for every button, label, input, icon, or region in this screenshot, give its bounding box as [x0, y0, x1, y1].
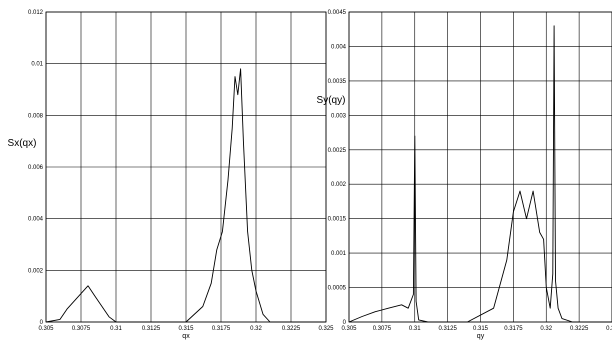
- x-axis-label: qy: [477, 333, 485, 340]
- x-tick-label: 0.3125: [438, 326, 457, 332]
- y-tick-label: 0.0005: [328, 286, 347, 292]
- plot-frame: [348, 11, 612, 323]
- y-tick-label: 0.002: [28, 268, 44, 274]
- x-tick-label: 0.32: [540, 326, 552, 332]
- series-line: [45, 68, 326, 323]
- y-tick-label: 0.008: [28, 113, 44, 119]
- series-line: [348, 25, 612, 323]
- y-tick-label: 0.002: [331, 182, 347, 188]
- y-tick-label: 0.0015: [328, 217, 347, 223]
- y-tick-label: 0.003: [331, 113, 347, 119]
- y-tick-label: 0.01: [31, 62, 43, 68]
- x-tick-label: 0.3175: [504, 326, 523, 332]
- x-tick-label: 0.315: [178, 326, 194, 332]
- x-tick-label: 0.31: [110, 326, 122, 332]
- y-axis-label: Sy(qy): [317, 95, 346, 106]
- y-tick-label: 0.0035: [328, 79, 347, 85]
- y-tick-label: 0.001: [331, 251, 347, 257]
- y-tick-label: 0: [40, 320, 44, 326]
- y-tick-label: 0: [343, 320, 347, 326]
- chart-right: 0.305 0.3075 0.31 0.3125 0.315 0.3175 0.32 0.32…: [317, 10, 612, 340]
- x-axis-label: qx: [182, 333, 190, 340]
- y-tick-label: 0.004: [28, 217, 44, 223]
- x-tick-label: 0.3225: [570, 326, 589, 332]
- x-tick-label: 0.325: [318, 326, 334, 332]
- x-tick-label: 0.315: [473, 326, 489, 332]
- x-tick-label: 0.3175: [212, 326, 231, 332]
- x-tick-label: 0.3225: [282, 326, 301, 332]
- y-axis-label: Sx(qx): [8, 138, 37, 149]
- y-tick-label: 0.0045: [328, 10, 347, 16]
- x-tick-label: 0.3075: [373, 326, 392, 332]
- x-tick-label: 0.305: [38, 326, 54, 332]
- y-tick-label: 0.012: [28, 10, 44, 16]
- y-tick-label: 0.0025: [328, 148, 347, 154]
- x-tick-label: 0.32: [606, 326, 612, 332]
- y-tick-label: 0.004: [331, 44, 347, 50]
- x-tick-label: 0.31: [409, 326, 421, 332]
- x-tick-label: 0.305: [341, 326, 357, 332]
- y-tick-label: 0.006: [28, 165, 44, 171]
- x-tick-label: 0.3125: [142, 326, 161, 332]
- chart-left: 0.305 0.3075 0.31 0.3125 0.315 0.3175 0.32 0.32…: [8, 10, 335, 340]
- x-tick-label: 0.3075: [72, 326, 91, 332]
- x-tick-label: 0.32: [250, 326, 262, 332]
